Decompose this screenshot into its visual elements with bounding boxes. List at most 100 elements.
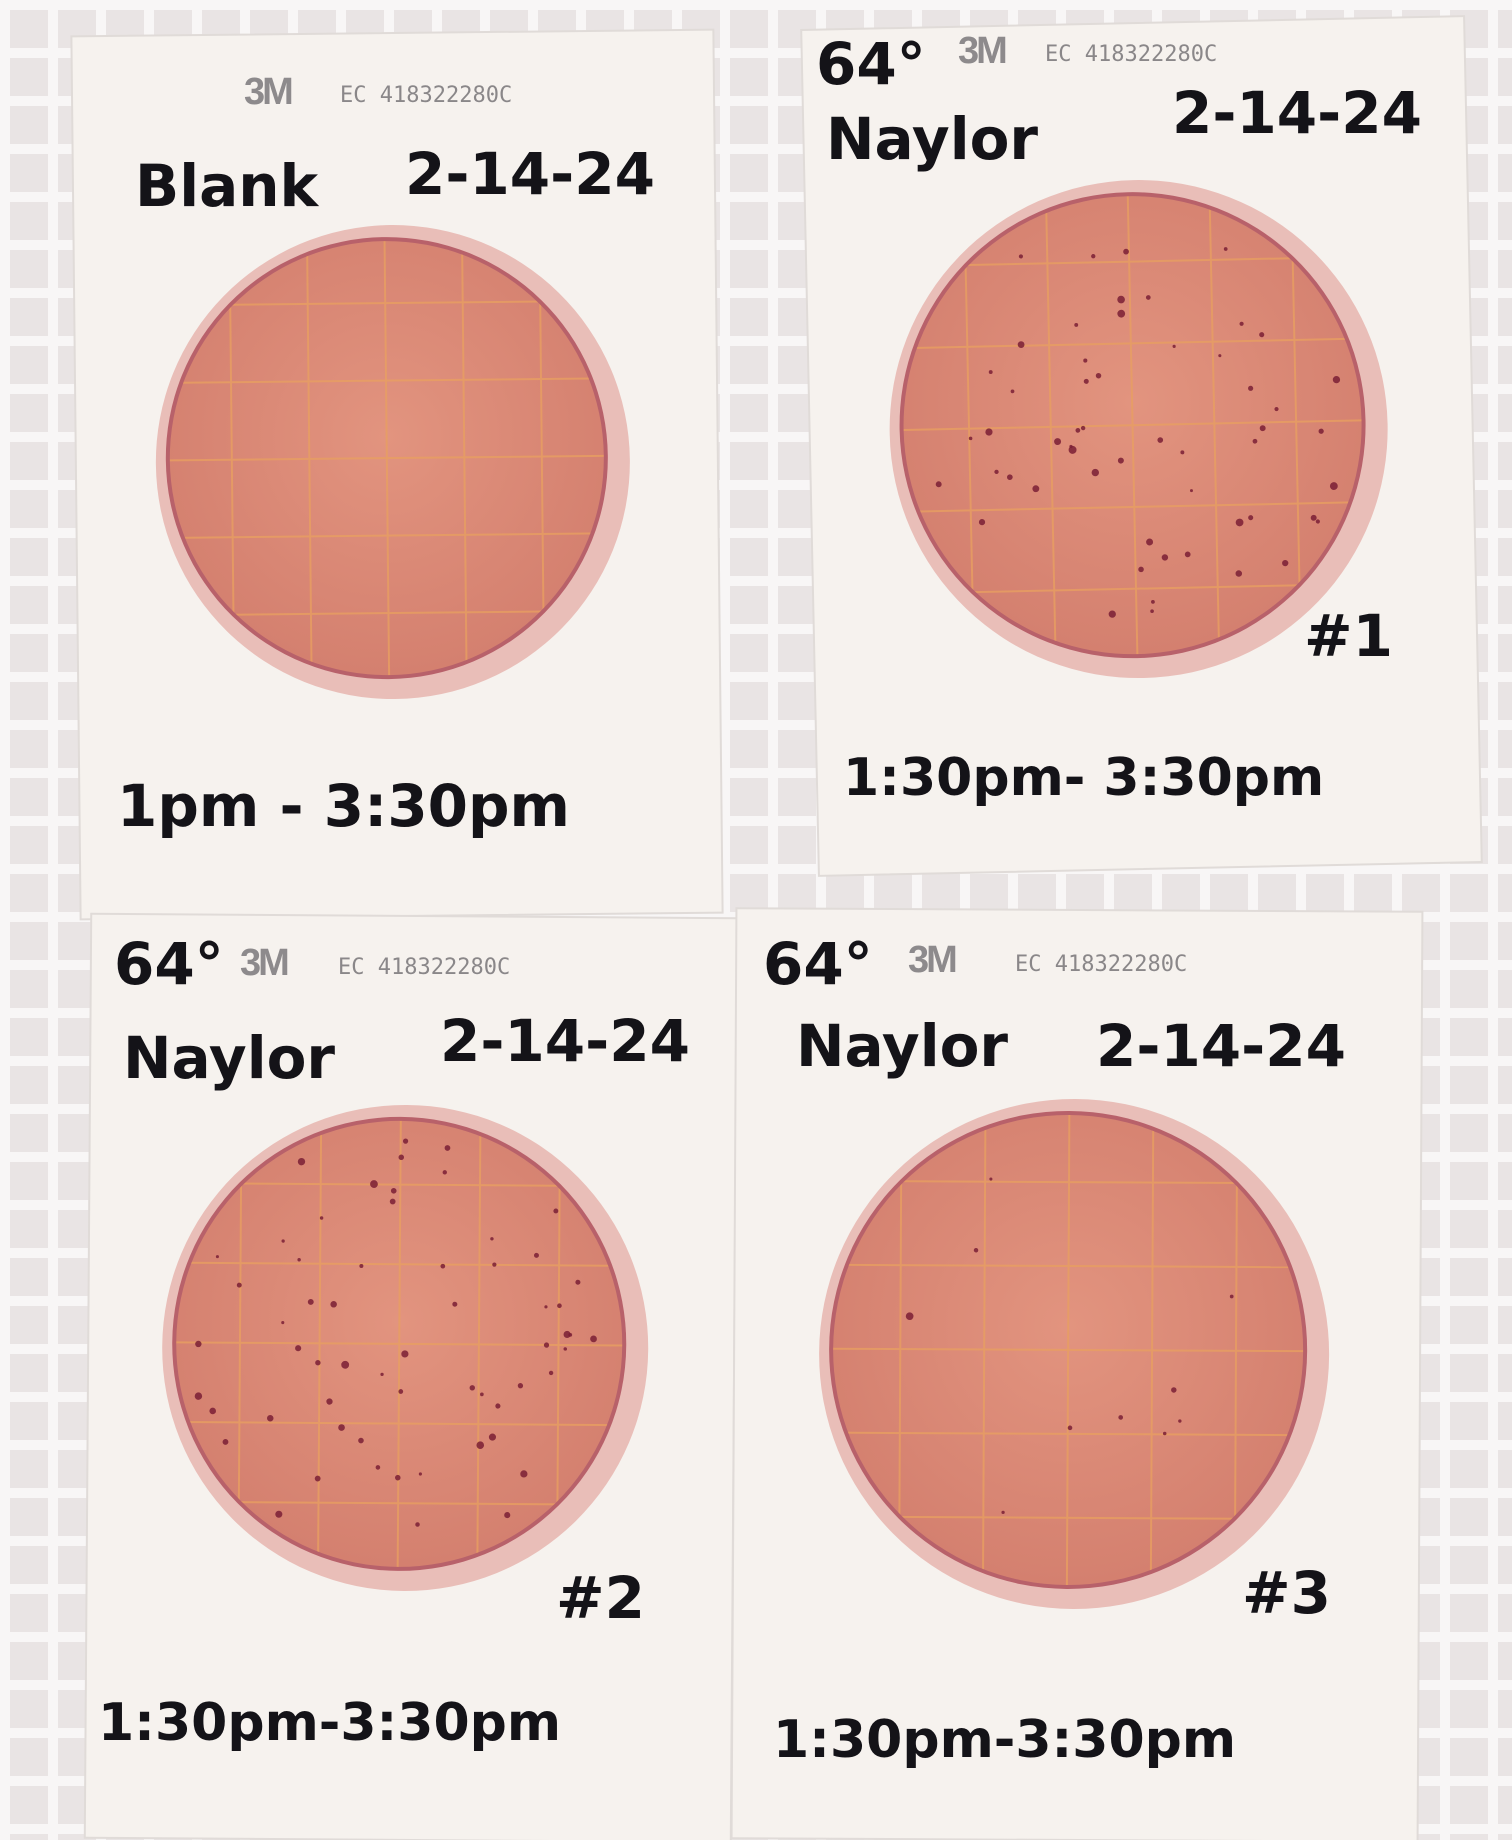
colony xyxy=(440,1263,446,1269)
colony xyxy=(1001,1510,1005,1515)
product-code: EC 418322280C xyxy=(338,955,510,980)
grid-line xyxy=(1208,194,1221,653)
colony xyxy=(1157,437,1164,443)
colony xyxy=(1248,515,1254,521)
product-code: EC 418322280C xyxy=(1015,952,1187,977)
time: 1pm - 3:30pm xyxy=(117,772,570,840)
colony xyxy=(1235,570,1243,577)
colony xyxy=(452,1301,458,1307)
colony xyxy=(319,1216,324,1220)
colony xyxy=(1080,425,1086,431)
colony xyxy=(1017,341,1025,348)
colony xyxy=(314,1475,321,1482)
colony xyxy=(442,1170,447,1175)
colony xyxy=(989,1177,993,1181)
colony xyxy=(1218,354,1222,358)
colony xyxy=(1332,375,1341,384)
temperature: 64° xyxy=(816,30,926,98)
label: Naylor xyxy=(796,1012,1008,1080)
colony xyxy=(1018,254,1023,259)
date: 2-14-24 xyxy=(440,1007,690,1075)
colony xyxy=(195,1340,202,1348)
colony xyxy=(476,1441,485,1449)
grid-line xyxy=(555,1122,562,1569)
colony xyxy=(1239,321,1244,326)
colony xyxy=(222,1439,229,1445)
brand: 3M xyxy=(244,71,292,113)
colony xyxy=(988,370,993,374)
colony xyxy=(341,1360,350,1369)
colony xyxy=(1083,358,1088,363)
colony xyxy=(236,1282,242,1288)
colony xyxy=(492,1262,497,1267)
date: 2-14-24 xyxy=(1096,1012,1346,1080)
grid-line xyxy=(175,1421,622,1427)
colony xyxy=(1091,254,1096,259)
temperature: 64° xyxy=(114,930,224,998)
colony xyxy=(544,1305,548,1309)
colony xyxy=(267,1414,274,1422)
colony xyxy=(418,1472,422,1476)
colony xyxy=(370,1180,378,1188)
colony xyxy=(543,1342,550,1348)
colony xyxy=(568,1332,573,1337)
colony xyxy=(1010,389,1015,394)
colony xyxy=(1068,445,1077,454)
grid xyxy=(175,1119,624,1569)
colony xyxy=(575,1279,581,1285)
colony xyxy=(1138,566,1144,573)
colony xyxy=(338,1424,345,1431)
colony xyxy=(1178,1419,1182,1423)
colony xyxy=(1007,474,1013,481)
colony xyxy=(480,1392,484,1397)
brand: 3M xyxy=(908,939,956,981)
plates xyxy=(70,15,1483,1840)
colony xyxy=(973,1247,979,1253)
colony xyxy=(517,1383,524,1389)
grid-line xyxy=(476,1121,482,1568)
colony xyxy=(1189,489,1193,493)
grid xyxy=(900,192,1365,658)
grid-line xyxy=(1290,192,1302,651)
colony xyxy=(281,1239,285,1243)
labels: 3M EC 418322280C Blank 2-14-24 1pm - 3:3… xyxy=(98,30,1422,1770)
plate-number: #3 xyxy=(1242,1559,1331,1627)
colony xyxy=(1248,385,1254,391)
colony xyxy=(1329,482,1338,490)
colony xyxy=(504,1512,511,1519)
time: 1:30pm-3:30pm xyxy=(98,1693,561,1753)
plate-number: #2 xyxy=(556,1564,645,1632)
colony xyxy=(398,1154,405,1161)
colony xyxy=(330,1301,337,1308)
colony xyxy=(295,1345,302,1352)
colony xyxy=(1318,428,1324,434)
colony xyxy=(1146,538,1154,546)
grid-line xyxy=(175,1500,622,1506)
grid-line xyxy=(170,532,605,539)
product-code: EC 418322280C xyxy=(1045,42,1217,67)
colony xyxy=(935,481,942,488)
brand: 3M xyxy=(240,942,288,984)
grid-line xyxy=(832,1515,1303,1521)
colony xyxy=(1161,554,1169,561)
colony xyxy=(978,519,986,526)
colony xyxy=(359,1263,364,1268)
grid xyxy=(832,1114,1305,1586)
date: 2-14-24 xyxy=(1172,79,1422,147)
colony xyxy=(1171,1387,1177,1393)
colony xyxy=(1145,295,1151,300)
colony xyxy=(1229,1294,1234,1299)
petri-film xyxy=(70,28,724,921)
colony xyxy=(1252,438,1258,444)
colony xyxy=(1180,450,1185,455)
colony xyxy=(358,1437,364,1444)
plate-number: #1 xyxy=(1304,602,1393,670)
grid-line xyxy=(171,609,606,617)
colony xyxy=(215,1255,219,1259)
colony xyxy=(1117,309,1126,318)
temperature: 64° xyxy=(763,930,873,998)
colony xyxy=(533,1252,539,1258)
colony xyxy=(1123,248,1129,255)
colony xyxy=(563,1347,567,1351)
colony xyxy=(1067,1425,1073,1431)
